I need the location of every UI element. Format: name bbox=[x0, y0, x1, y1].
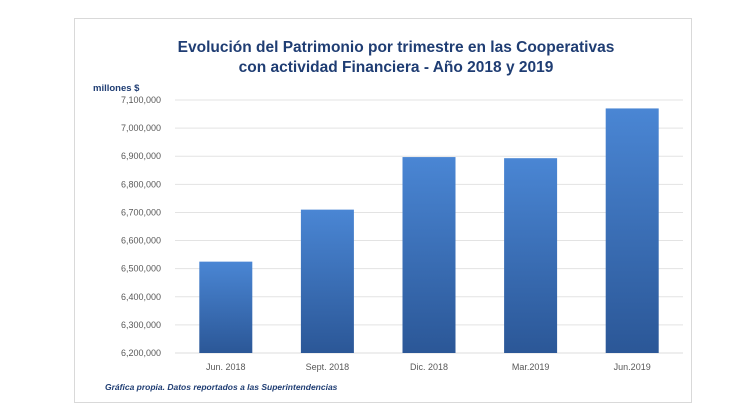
y-tick-label: 7,000,000 bbox=[121, 123, 161, 133]
chart-footnote: Gráfica propia. Datos reportados a las S… bbox=[105, 382, 338, 392]
y-tick-label: 6,200,000 bbox=[121, 348, 161, 358]
bar-5 bbox=[605, 108, 659, 353]
bar-3 bbox=[402, 157, 456, 353]
chart-frame: Evolución del Patrimonio por trimestre e… bbox=[74, 18, 692, 403]
y-tick-label: 6,700,000 bbox=[121, 207, 161, 217]
x-category-label: Jun. 2018 bbox=[206, 362, 246, 372]
y-tick-label: 6,300,000 bbox=[121, 320, 161, 330]
x-category-label: Jun.2019 bbox=[614, 362, 651, 372]
x-category-label: Sept. 2018 bbox=[306, 362, 350, 372]
bar-4 bbox=[504, 158, 558, 353]
x-category-label: Dic. 2018 bbox=[410, 362, 448, 372]
bar-chart: Evolución del Patrimonio por trimestre e… bbox=[93, 39, 683, 392]
y-tick-label: 6,800,000 bbox=[121, 179, 161, 189]
chart-title-line-2: con actividad Financiera - Año 2018 y 20… bbox=[239, 59, 554, 76]
y-axis-unit-label: millones $ bbox=[93, 83, 140, 94]
bar-1 bbox=[199, 261, 253, 353]
y-tick-label: 6,900,000 bbox=[121, 151, 161, 161]
x-axis-category-labels: Jun. 2018 Sept. 2018 Dic. 2018 Mar.2019 Jun.… bbox=[206, 362, 651, 372]
y-tick-label: 7,100,000 bbox=[121, 95, 161, 105]
y-tick-label: 6,500,000 bbox=[121, 264, 161, 274]
y-axis-tick-labels: 6,200,000 6,300,000 6,400,000 6,500,000 6,60… bbox=[121, 95, 161, 358]
y-tick-label: 6,400,000 bbox=[121, 292, 161, 302]
x-category-label: Mar.2019 bbox=[512, 362, 550, 372]
bars bbox=[199, 108, 659, 353]
bar-2 bbox=[300, 209, 354, 353]
y-tick-label: 6,600,000 bbox=[121, 236, 161, 246]
chart-title-line-1: Evolución del Patrimonio por trimestre e… bbox=[178, 39, 615, 56]
